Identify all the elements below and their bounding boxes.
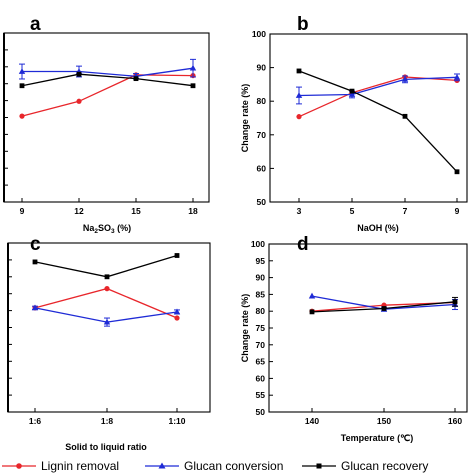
panel-b-xtick-label: 7 [403, 206, 408, 216]
panel-a-frame [3, 32, 210, 203]
panel-d-xlabel: Temperature (℃) [341, 433, 413, 443]
panel-c-point-conversion [103, 318, 111, 325]
panel-b-series-line-1 [298, 76, 458, 97]
panel-c-point-recovery [32, 259, 38, 265]
panel-d-point-recovery [381, 306, 387, 311]
panel-b-frame [269, 33, 468, 203]
panel-d-xtick-label: 140 [305, 416, 319, 426]
panel-c-series-line-2 [34, 254, 178, 278]
legend: Lignin removal Glucan conversion Glucan … [2, 459, 428, 473]
panel-b-ytick-label: 50 [257, 197, 267, 207]
panel-d-ytick-label: 50 [256, 407, 266, 417]
panel-a-xlabel: Na2SO3 (%) [83, 223, 131, 235]
panel-a-series-line-2 [21, 73, 194, 87]
panel-a-xtick-label: 12 [74, 206, 84, 216]
panel-d-ytick-label: 60 [256, 373, 266, 383]
panel-d-ytick-label: 65 [256, 357, 266, 367]
panel-b-xtick-label: 9 [455, 206, 460, 216]
panel-d-ytick-label: 95 [256, 256, 266, 266]
panel-d-ytick-label: 80 [256, 306, 266, 316]
legend-marker-lignin [16, 463, 22, 469]
panel-b-xlabel: NaOH (%) [357, 223, 399, 233]
panel-c-xlabel: Solid to liquid ratio [65, 442, 147, 452]
panel-c-point-recovery [104, 274, 110, 280]
panel-c-point-lignin [104, 286, 110, 292]
panel-b-point-recovery [454, 169, 460, 175]
panel-d-ytick-label: 85 [256, 289, 266, 299]
panel-a-xtick-label: 18 [188, 206, 198, 216]
legend-label-conversion: Glucan conversion [184, 459, 283, 473]
panel-a-point-recovery [190, 83, 196, 89]
panel-a-point-conversion [189, 64, 197, 71]
panel-b-point-recovery [296, 68, 302, 74]
panel-a-point-lignin [19, 113, 25, 119]
panel-b-point-conversion [453, 73, 461, 80]
panel-d-ytick-label: 70 [256, 340, 266, 350]
panel-a-series-line-1 [22, 67, 194, 77]
panel-c-series-line-1 [34, 307, 178, 323]
panel-b-point-conversion [348, 91, 356, 97]
panel-b-ytick-label: 90 [257, 63, 267, 73]
panel-c-point-recovery [174, 253, 180, 258]
legend-marker-recovery [316, 463, 322, 469]
legend-label-recovery: Glucan recovery [341, 459, 428, 473]
panel-d-xtick-label: 150 [377, 416, 391, 426]
legend-marker-conversion [158, 462, 166, 469]
panel-b-point-conversion [295, 92, 303, 98]
panel-a-point-recovery [76, 71, 82, 77]
panel-letter-b: b [297, 14, 309, 35]
panel-a-point-conversion [18, 68, 26, 74]
panel-b-ytick-label: 60 [257, 163, 267, 173]
panel-c-series-line-0 [34, 287, 178, 319]
panel-c-frame [7, 242, 211, 413]
panel-d-frame [268, 243, 468, 413]
panel-d-ytick-label: 75 [256, 323, 266, 333]
panel-d-point-recovery [309, 309, 315, 315]
panel-letter-c: c [30, 234, 41, 255]
panel-c-xtick-label: 1:10 [168, 416, 185, 426]
panel-b-ytick-label: 100 [252, 29, 266, 39]
panel-a-series-line-0 [21, 74, 194, 117]
panel-b-point-conversion [401, 75, 409, 82]
panel-d-xtick-label: 160 [448, 416, 462, 426]
panel-b-point-lignin [296, 114, 302, 120]
panel-b-ylabel: Change rate (%) [240, 84, 250, 153]
panel-d-ytick-label: 90 [256, 273, 266, 283]
panel-b-xtick-label: 3 [297, 206, 302, 216]
panel-b-point-recovery [402, 113, 408, 119]
legend-label-lignin: Lignin removal [41, 459, 119, 473]
panel-letter-a: a [30, 14, 41, 35]
panel-a-point-recovery [19, 83, 25, 89]
panel-d-ytick-label: 55 [256, 390, 266, 400]
plots-layer: 9 12 15 18 50 60 70 80 90 100 3 5 7 9 1:6 1:8 1:10 50 55 60… [3, 29, 468, 426]
panel-c-xtick-label: 1:6 [29, 416, 42, 426]
panel-b-xtick-label: 5 [350, 206, 355, 216]
panel-d-point-conversion [308, 292, 316, 299]
panel-c-point-conversion [173, 308, 181, 315]
panel-a-xtick-label: 9 [20, 206, 25, 216]
panel-b-ytick-label: 80 [257, 96, 267, 106]
panel-c-point-conversion [31, 304, 39, 311]
panel-d-ytick-label: 100 [251, 239, 265, 249]
panel-b-point-recovery [349, 88, 355, 94]
panel-a-point-recovery [133, 76, 139, 82]
panel-d-point-recovery [452, 299, 458, 305]
panel-b-ytick-label: 70 [257, 130, 267, 140]
panel-c-xtick-label: 1:8 [101, 416, 114, 426]
panel-b-series-line-2 [298, 70, 458, 173]
panel-c-point-lignin [174, 315, 180, 321]
panel-d-ylabel: Change rate (%) [240, 294, 250, 363]
panel-a-point-lignin [76, 98, 82, 104]
panel-a-xtick-label: 15 [131, 206, 141, 216]
panel-b-series-line-0 [298, 76, 458, 118]
